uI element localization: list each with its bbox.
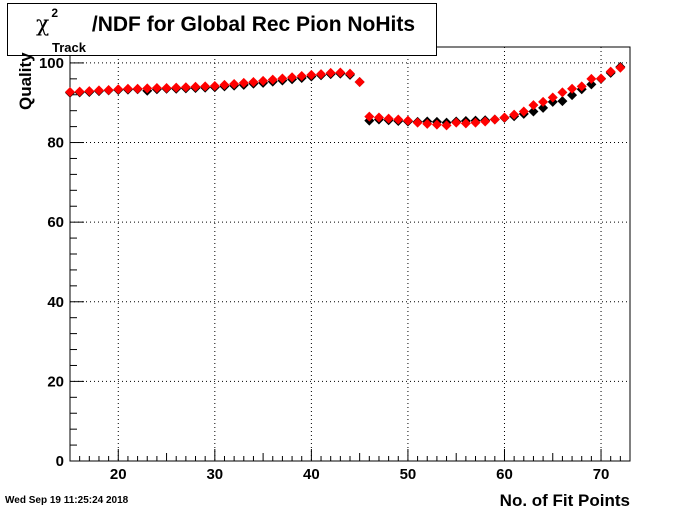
data-point-red [576, 81, 587, 92]
data-point-red [538, 96, 549, 107]
data-point-red [209, 81, 220, 92]
data-point-red [142, 83, 153, 94]
data-point-red [402, 115, 413, 126]
data-point-red [103, 84, 114, 95]
data-point-red [277, 73, 288, 84]
data-point-red [132, 83, 143, 94]
datestamp: Wed Sep 19 11:25:24 2018 [5, 495, 129, 506]
data-point-red [547, 92, 558, 103]
data-point-black [557, 96, 568, 107]
data-point-red [451, 117, 462, 128]
data-point-red [219, 79, 230, 90]
data-point-red [354, 77, 365, 88]
title-main-text: /NDF for Global Rec Pion NoHits [91, 13, 416, 36]
data-point-red [287, 72, 298, 83]
data-point-red [586, 73, 597, 84]
data-point-red [615, 62, 626, 73]
title-superscript: 2 [51, 6, 59, 20]
title-subscript: Track [52, 40, 86, 55]
data-point-red [84, 86, 95, 97]
data-point-red [267, 74, 278, 85]
y-axis-label: Quality [16, 52, 35, 110]
data-point-red [190, 81, 201, 92]
data-point-red [480, 116, 491, 127]
x-tick-label: 30 [206, 466, 223, 483]
data-point-black [538, 102, 549, 113]
data-point-black [586, 79, 597, 90]
data-point-red [393, 114, 404, 125]
data-point-red [518, 106, 529, 117]
data-point-black [567, 90, 578, 101]
data-point-red [489, 114, 500, 125]
x-tick-label: 40 [303, 466, 320, 483]
data-point-red [229, 79, 240, 90]
data-point-red [316, 69, 327, 80]
data-point-red [528, 100, 539, 111]
data-point-red [238, 77, 249, 88]
data-point-red [441, 120, 452, 131]
x-tick-label: 70 [593, 466, 610, 483]
data-point-black [528, 106, 539, 117]
data-point-red [383, 113, 394, 124]
y-tick-label: 0 [56, 453, 64, 470]
data-point-red [335, 67, 346, 78]
x-tick-label: 20 [110, 466, 127, 483]
data-point-red [296, 71, 307, 82]
data-point-red [596, 73, 607, 84]
data-point-red [460, 118, 471, 129]
data-points [65, 61, 626, 131]
data-point-red [364, 111, 375, 122]
data-point-red [325, 67, 336, 78]
x-tick-label: 50 [400, 466, 417, 483]
data-point-red [470, 117, 481, 128]
data-point-red [180, 82, 191, 93]
data-point-red [509, 109, 520, 120]
y-tick-label: 100 [39, 55, 64, 72]
title-chi: χ [36, 12, 50, 37]
y-tick-label: 20 [47, 373, 64, 390]
y-tick-label: 60 [47, 214, 64, 231]
data-point-red [200, 81, 211, 92]
data-point-red [345, 68, 355, 79]
data-point-red [248, 77, 259, 88]
y-tick-label: 40 [47, 294, 64, 311]
data-point-red [557, 87, 568, 98]
data-point-red [65, 86, 75, 97]
data-point-red [113, 84, 124, 95]
data-point-red [422, 118, 433, 129]
data-point-red [74, 86, 85, 97]
data-point-red [567, 83, 578, 94]
data-point-red [122, 83, 133, 94]
data-point-red [93, 85, 104, 96]
data-point-red [306, 69, 317, 80]
data-point-red [431, 119, 442, 130]
data-point-red [171, 82, 182, 93]
x-axis-label: No. of Fit Points [499, 491, 630, 510]
data-point-red [151, 83, 162, 94]
axis-ticks: 20 30 40 50 60 70 0 20 40 60 80 100 [39, 46, 631, 483]
data-point-red [605, 66, 616, 77]
data-point-red [258, 75, 269, 86]
x-tick-label: 60 [496, 466, 513, 483]
y-tick-label: 80 [47, 135, 64, 152]
data-point-red [373, 112, 384, 123]
data-point-red [412, 117, 423, 128]
data-point-red [499, 112, 510, 123]
data-point-red [161, 83, 172, 94]
